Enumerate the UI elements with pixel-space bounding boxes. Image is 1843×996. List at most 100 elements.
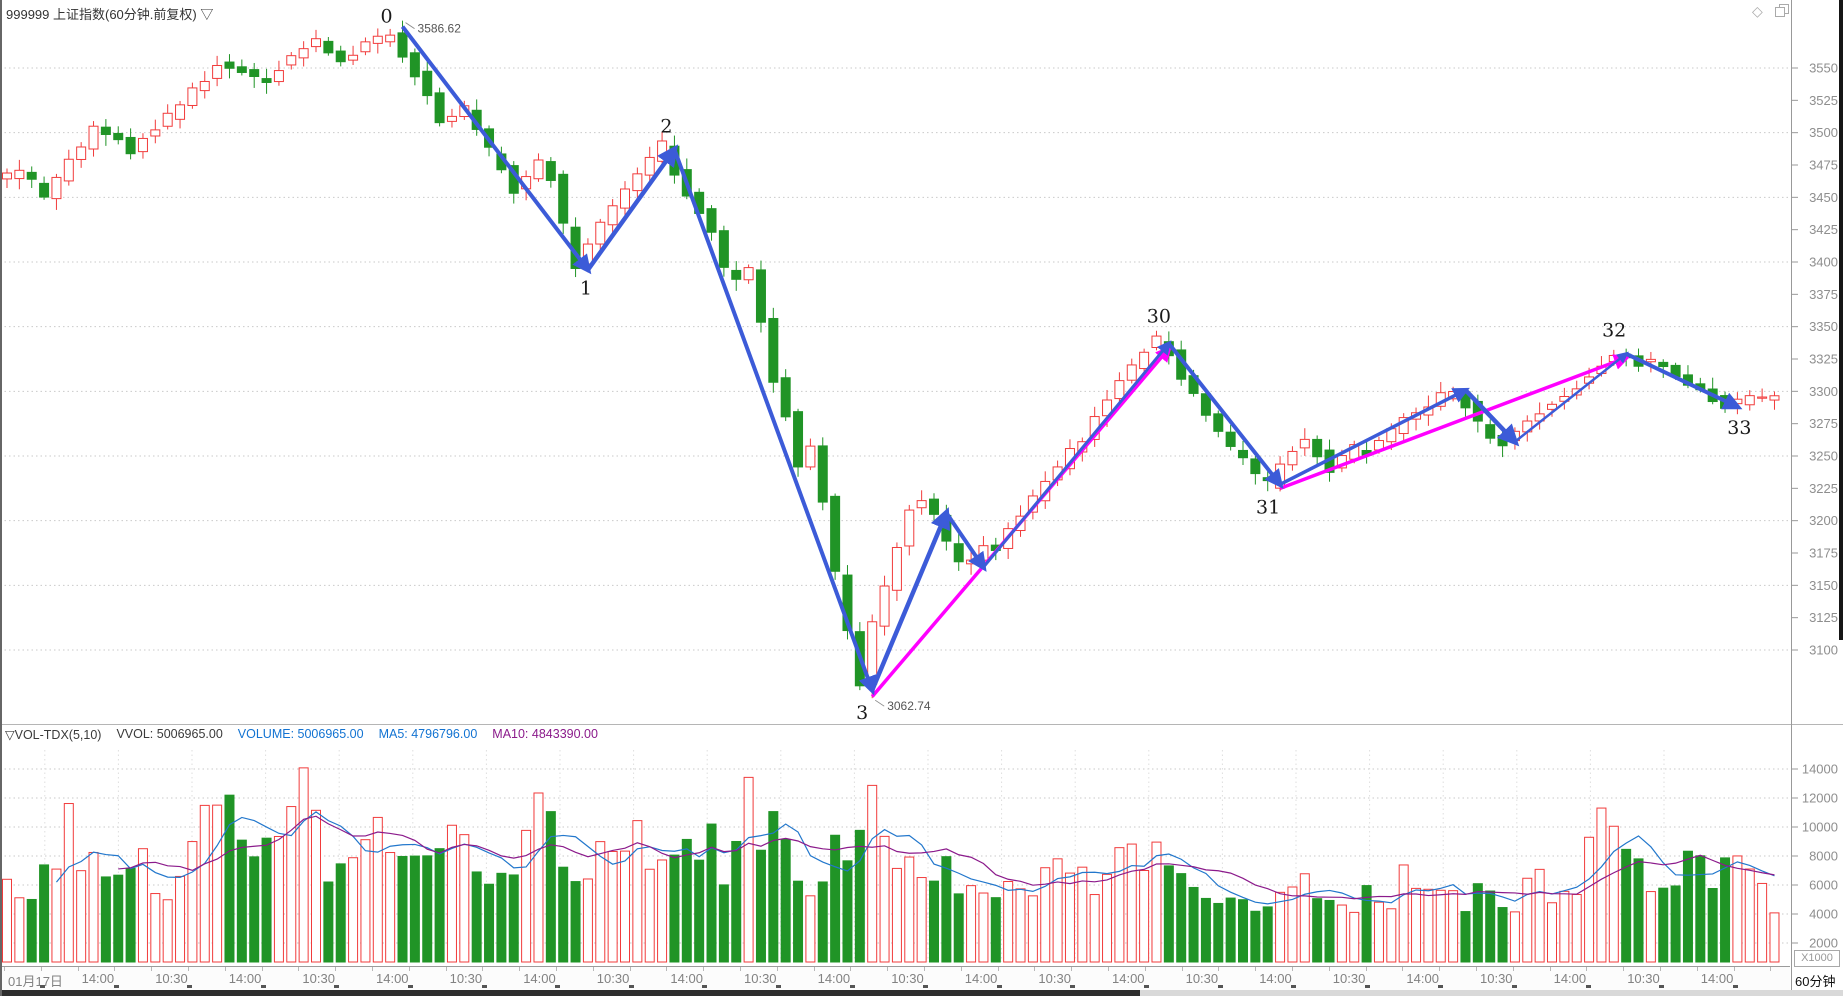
indicator-name[interactable]: ▽VOL-TDX(5,10) <box>5 728 102 742</box>
time-axis-label: 14:00 <box>1700 971 1734 986</box>
volume-bar <box>1151 841 1162 963</box>
volume-bar <box>718 884 729 963</box>
trend-line[interactable] <box>1625 352 1743 410</box>
price-annotation: 3062.74 <box>887 699 931 713</box>
volume-bar <box>249 856 260 963</box>
candle-body <box>768 317 779 383</box>
volume-bar <box>360 839 371 963</box>
candle-body <box>595 221 606 245</box>
time-axis-tick <box>1034 967 1036 971</box>
volume-bar <box>508 874 519 963</box>
time-axis-label: 10:30 <box>1185 971 1219 986</box>
volume-ma5-line <box>55 811 1775 905</box>
trend-line[interactable] <box>672 148 877 696</box>
time-axis-tick <box>740 967 741 971</box>
volume-bar <box>26 898 37 963</box>
volume-bar <box>199 804 210 963</box>
diamond-icon[interactable]: ◇ <box>1752 3 1763 19</box>
candle-body <box>533 159 544 180</box>
candle-body <box>409 52 420 78</box>
price-axis-label: 3250 <box>1809 448 1838 463</box>
time-axis-minor-mark <box>849 985 855 988</box>
time-axis-minor-mark <box>1144 985 1149 988</box>
candle-body <box>150 129 161 137</box>
trend-lines[interactable] <box>400 25 1743 698</box>
volume-bar <box>1497 907 1508 963</box>
time-axis-tick <box>1476 967 1477 971</box>
h-scrollbar[interactable] <box>0 990 1843 996</box>
time-axis-tick <box>592 967 594 971</box>
wave-label[interactable]: 32 <box>1602 320 1626 342</box>
trend-line[interactable] <box>1279 387 1470 487</box>
time-axis-tick <box>1623 967 1625 971</box>
candle-body <box>63 158 74 182</box>
candle-body <box>422 70 433 97</box>
trend-line[interactable] <box>1514 351 1629 443</box>
volume-bar <box>1052 858 1063 963</box>
volume-bar <box>286 806 297 963</box>
candle-body <box>224 61 235 69</box>
time-axis-label: 14:00 <box>1406 971 1439 986</box>
wave-label[interactable]: 1 <box>580 277 592 299</box>
time-axis-tick <box>1365 967 1367 971</box>
scrollbar-thumb[interactable] <box>0 990 1140 996</box>
gridlines <box>0 67 1843 962</box>
volume-bar <box>521 829 532 963</box>
candle-body <box>1485 424 1496 439</box>
trend-line[interactable] <box>1463 388 1520 447</box>
trend-line[interactable] <box>944 511 987 572</box>
volume-bar <box>434 848 445 963</box>
volume-bar <box>1435 889 1446 963</box>
price-axis-label: 3475 <box>1809 157 1838 172</box>
volume-bar <box>484 883 495 963</box>
time-axis-label: 14:00 <box>1112 971 1145 986</box>
trend-line[interactable] <box>1279 354 1631 490</box>
candle-body <box>76 146 87 160</box>
candle-body <box>817 445 828 503</box>
period-label[interactable]: 60分钟 <box>1795 974 1836 989</box>
volume-bar <box>533 792 544 963</box>
wave-label[interactable]: 33 <box>1727 417 1751 439</box>
trend-line[interactable] <box>982 340 1172 569</box>
volume-bar <box>545 811 556 963</box>
candle-body <box>966 559 977 565</box>
trend-line[interactable] <box>586 144 679 272</box>
volume-bar <box>1299 873 1310 963</box>
volume-bar <box>879 835 890 963</box>
volume-bar <box>780 839 791 963</box>
candle-body <box>1757 396 1768 399</box>
time-axis-label: 14:00 <box>228 971 262 986</box>
trend-line[interactable] <box>870 507 951 691</box>
time-axis-minor-mark <box>1512 985 1517 988</box>
wave-label[interactable]: 0 <box>380 6 392 28</box>
trend-line[interactable] <box>400 25 592 275</box>
time-axis-minor-mark <box>1364 985 1370 988</box>
candles <box>2 20 1780 699</box>
candle-body <box>632 173 643 192</box>
candle-body <box>1225 431 1236 447</box>
trend-line[interactable] <box>1167 342 1284 489</box>
time-axis-tick <box>1218 967 1220 971</box>
wave-label[interactable]: 31 <box>1256 497 1280 519</box>
wave-label[interactable]: 2 <box>660 116 672 138</box>
volume-bar <box>261 837 272 963</box>
overlap-windows-icon[interactable] <box>1774 4 1790 18</box>
time-axis-label: 14:00 <box>1259 971 1292 986</box>
chart-title[interactable]: 999999 上证指数(60分钟.前复权) ▽ <box>6 7 214 22</box>
volume-bar <box>1608 825 1619 963</box>
volume-bar <box>632 820 643 963</box>
volume-bar <box>1102 873 1113 963</box>
volume-bar <box>854 829 865 963</box>
volume-bar <box>1584 836 1595 963</box>
volume-bar <box>397 855 408 963</box>
wave-label[interactable]: 30 <box>1147 305 1171 327</box>
wave-label[interactable]: 3 <box>856 702 868 724</box>
volume-bar <box>273 835 284 963</box>
time-axis-minor-mark <box>1732 985 1738 988</box>
volume-bars <box>2 767 1780 963</box>
wave-labels[interactable]: 0 1 2 3 30 31 32 33 3586.62 3062.74 <box>380 6 1751 725</box>
candle-body <box>1732 398 1743 405</box>
candle-body <box>1312 438 1323 458</box>
candle-body <box>1645 358 1656 363</box>
